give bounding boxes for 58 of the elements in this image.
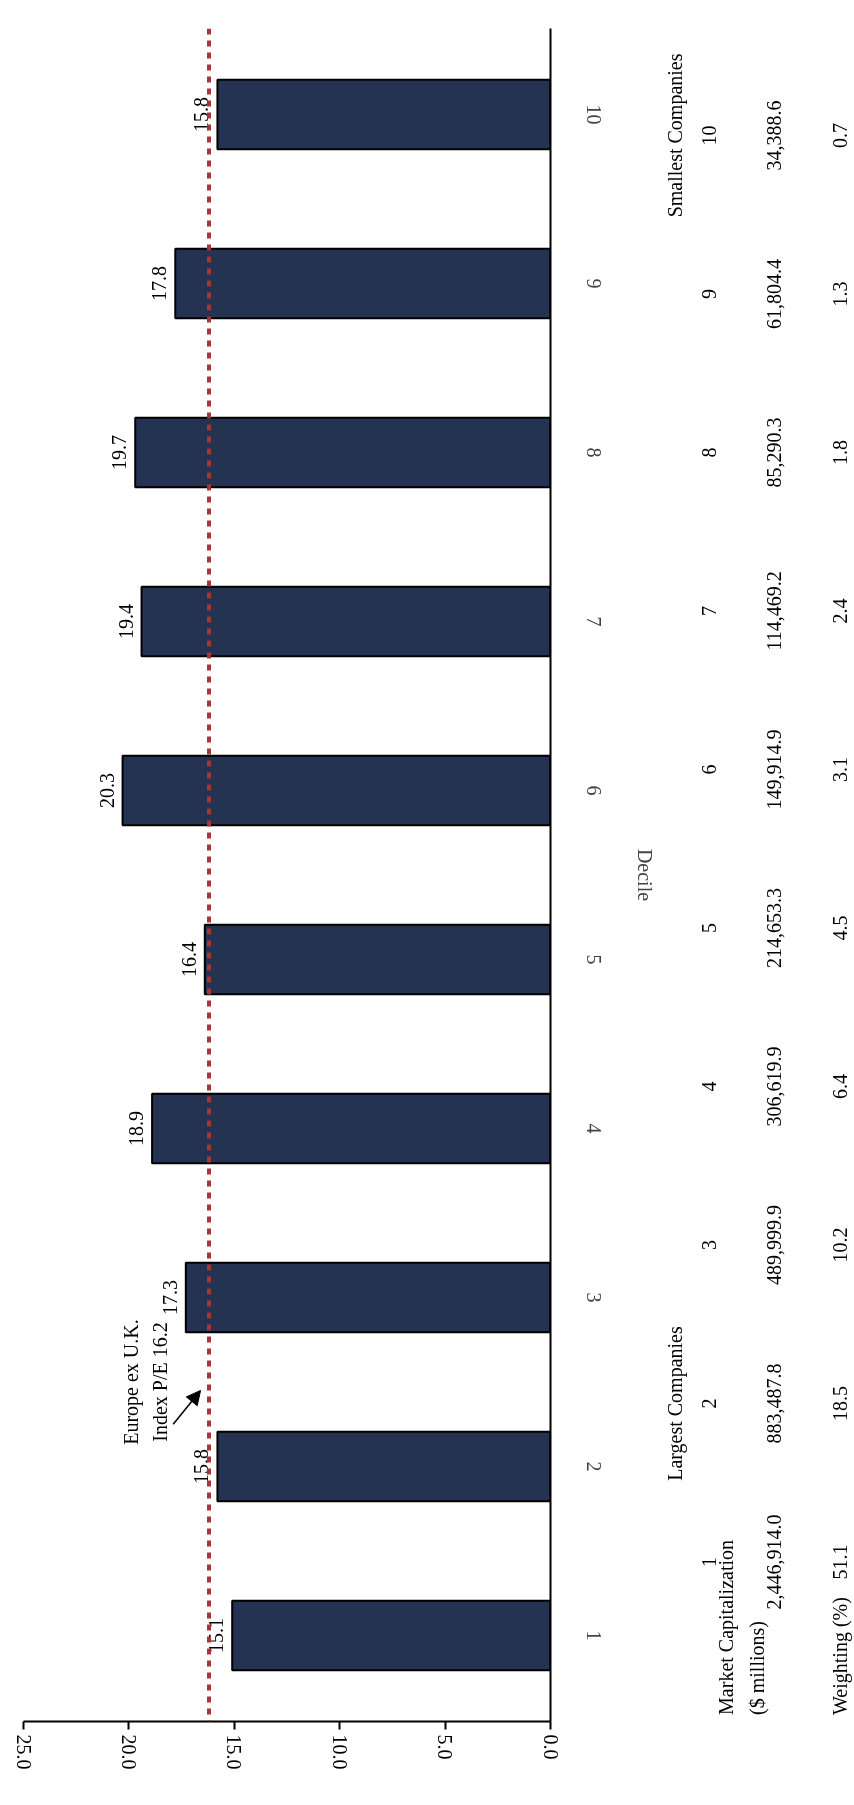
data-label: 20.3 [95, 773, 118, 808]
text: 214,653.3 [762, 887, 785, 968]
y-tick-label: 1 [582, 1630, 605, 1641]
category-label: 6 [697, 764, 720, 775]
y-tick-label: 5 [582, 954, 605, 965]
text: 114,469.2 [762, 571, 785, 651]
text: Weighting (%) [828, 1597, 852, 1715]
y-tick-label: 9 [582, 278, 605, 289]
data-label: 18.9 [125, 1111, 148, 1146]
y-tick-label: 8 [582, 447, 605, 458]
category-label: 8 [697, 447, 720, 458]
text: 61,804.4 [762, 258, 785, 329]
text: 85,290.3 [762, 417, 785, 488]
x-tick-label: 10.0 [328, 1734, 351, 1770]
data-label: 17.3 [158, 1280, 181, 1315]
category-label: 4 [697, 1081, 720, 1092]
text: Smallest Companies [663, 53, 687, 218]
data-label: 19.4 [114, 604, 137, 639]
text: 306,619.9 [762, 1046, 785, 1127]
y-tick-label: 6 [582, 785, 605, 796]
category-label: 7 [697, 605, 720, 616]
text: 3.1 [828, 756, 851, 782]
text: 4.5 [828, 915, 851, 941]
y-tick-label: 4 [582, 1123, 605, 1134]
text: 34,388.6 [762, 100, 785, 171]
text: 10.2 [828, 1227, 851, 1263]
data-label: 15.8 [190, 1449, 213, 1484]
y-tick-label: 3 [582, 1292, 605, 1303]
text: 51.1 [828, 1544, 851, 1580]
data-label: 19.7 [108, 435, 131, 470]
text: 0.7 [828, 122, 851, 148]
y-tick-label: 2 [582, 1461, 605, 1472]
text: 2.4 [828, 598, 851, 624]
text: 6.4 [828, 1074, 851, 1100]
text: 489,999.9 [762, 1205, 785, 1286]
x-tick-label: 25.0 [12, 1734, 35, 1770]
y-tick-label: 10 [582, 104, 605, 125]
text: Largest Companies [663, 1326, 687, 1481]
category-label: 9 [697, 288, 720, 299]
data-label: 17.8 [148, 266, 171, 301]
y-tick-label: 7 [582, 616, 605, 627]
category-label: 1 [697, 1557, 720, 1568]
text: 883,487.8 [762, 1363, 785, 1444]
category-label: 10 [697, 125, 720, 146]
category-label: 2 [697, 1398, 720, 1409]
text: 18.5 [828, 1386, 851, 1422]
category-label: 5 [697, 922, 720, 933]
text: 1.3 [828, 281, 851, 307]
x-tick-label: 20.0 [117, 1734, 140, 1770]
y-axis-title: Decile [633, 848, 656, 902]
category-label: 3 [697, 1240, 720, 1251]
text: 1.8 [828, 439, 851, 465]
ref-line-label: Europe ex U.K. Index P/E 16.2 [120, 1319, 172, 1445]
x-tick-label: 5.0 [434, 1734, 457, 1760]
x-tick-label: 15.0 [223, 1734, 246, 1770]
data-label: 16.4 [177, 942, 200, 977]
x-tick-label: 0.0 [539, 1734, 562, 1760]
text: 149,914.9 [762, 729, 785, 810]
